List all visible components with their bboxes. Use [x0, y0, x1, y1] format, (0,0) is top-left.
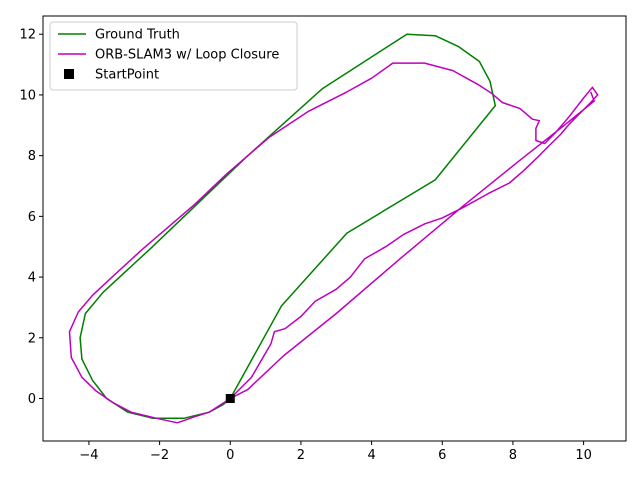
legend-box	[49, 21, 298, 91]
legend-label: Ground Truth	[95, 28, 180, 43]
legend-label: ORB-SLAM3 w/ Loop Closure	[95, 48, 279, 63]
x-tick-label: 4	[367, 448, 375, 463]
y-tick-label: 8	[28, 149, 36, 164]
x-tick-label: 8	[509, 448, 517, 463]
y-tick-label: 6	[28, 210, 36, 225]
x-tick-label: 0	[226, 448, 234, 463]
x-tick-label: 10	[575, 448, 592, 463]
axes: −4 −2 0 2 4 6 8 10 0 2 4 6 8 10 12	[19, 15, 627, 463]
y-tick-label: 12	[19, 28, 36, 43]
x-tick-label: −4	[79, 448, 98, 463]
legend-label: StartPoint	[95, 68, 159, 83]
series-line-0	[79, 33, 497, 419]
y-tick-label: 2	[28, 331, 36, 346]
y-tick-label: 0	[28, 392, 36, 407]
legend: Ground Truth ORB-SLAM3 w/ Loop Closure Sta…	[49, 21, 298, 91]
series-line-1	[68, 62, 599, 424]
y-tick-label: 10	[19, 88, 36, 103]
start-point-marker	[225, 394, 235, 403]
x-tick-label: −2	[150, 448, 169, 463]
legend-marker	[64, 69, 74, 79]
plot-area	[68, 33, 599, 424]
axes-frame	[42, 15, 627, 442]
y-tick-label: 4	[28, 271, 36, 286]
x-tick-label: 2	[297, 448, 305, 463]
x-tick-label: 6	[438, 448, 446, 463]
